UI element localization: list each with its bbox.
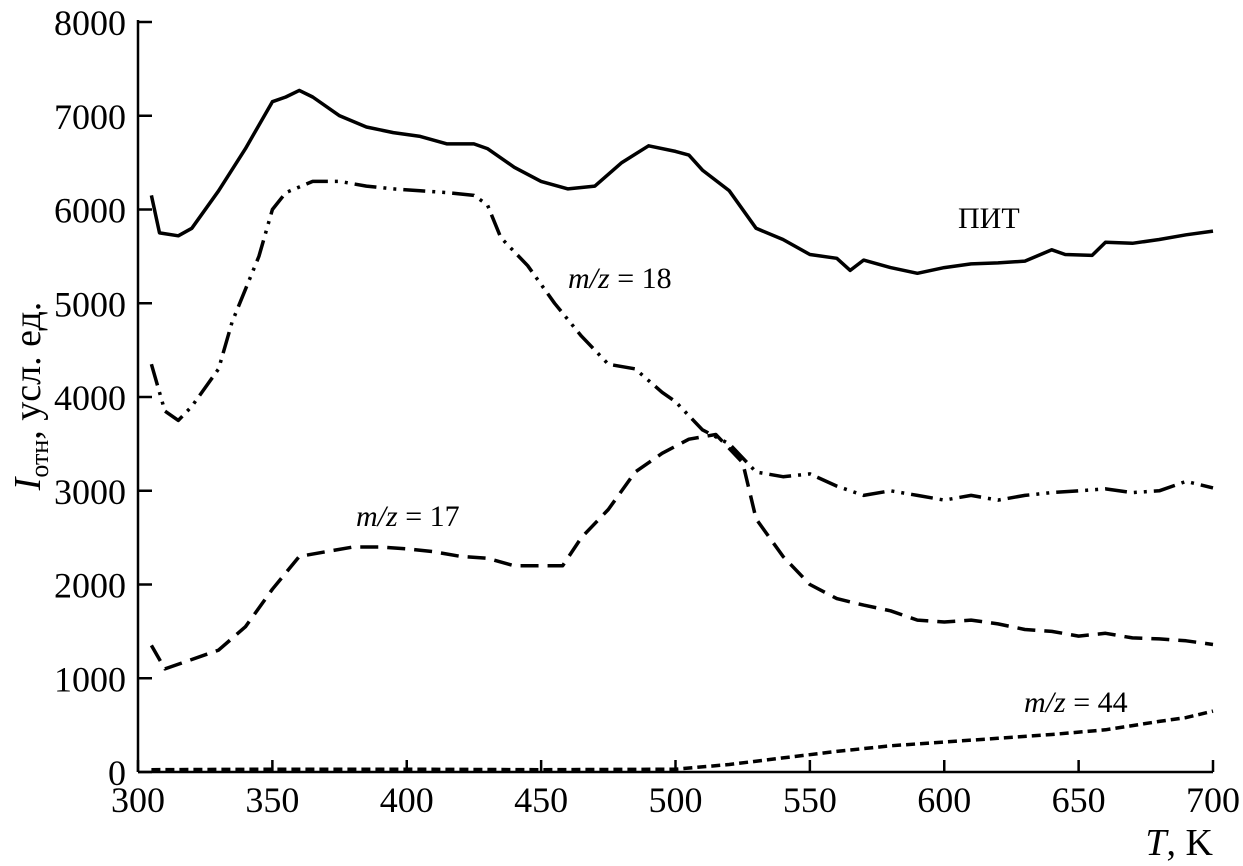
y-axis-symbol: I (7, 475, 49, 491)
x-axis-unit: , K (1167, 822, 1214, 864)
x-tick-label-550: 550 (783, 780, 837, 820)
x-tick-label-350: 350 (245, 780, 299, 820)
label-mz17-italic: m/z (356, 500, 398, 533)
y-tick-label-2000: 2000 (54, 566, 126, 606)
x-tick-label-700: 700 (1186, 780, 1240, 820)
series-line-mz17 (149, 432, 1214, 671)
y-tick-label-7000: 7000 (54, 97, 126, 137)
y-axis-unit: , усл. ед. (7, 302, 49, 440)
label-pit: ПИТ (958, 202, 1020, 235)
series-layer (149, 88, 1214, 772)
y-tick-label-0: 0 (108, 753, 126, 793)
y-axis-title: Iотн, усл. ед. (7, 302, 54, 492)
y-tick-label-1000: 1000 (54, 659, 126, 699)
label-mz18: m/z = 18 (568, 262, 672, 295)
ticks: 300 350 400 450 500 550 600 650 7000100020003000… (54, 3, 1240, 820)
y-tick-label-3000: 3000 (54, 472, 126, 512)
label-mz17: m/z = 17 (356, 500, 460, 533)
y-axis-subscript: отн (25, 440, 54, 478)
y-tick-label-5000: 5000 (54, 284, 126, 324)
x-tick-label-300: 300 (111, 780, 165, 820)
series-line-mz44 (151, 709, 1214, 772)
x-axis-symbol: T (1145, 822, 1169, 864)
x-tick-label-450: 450 (514, 780, 568, 820)
y-tick-label-4000: 4000 (54, 378, 126, 418)
label-mz17-rest: = 17 (398, 500, 460, 533)
series-line-mz18 (149, 179, 1214, 502)
label-mz44-rest: = 44 (1066, 686, 1128, 719)
x-tick-label-500: 500 (649, 780, 703, 820)
y-tick-label-8000: 8000 (54, 3, 126, 43)
y-tick-label-6000: 6000 (54, 191, 126, 231)
label-mz18-rest: = 18 (610, 262, 672, 295)
x-tick-label-600: 600 (917, 780, 971, 820)
label-mz18-italic: m/z (568, 262, 610, 295)
x-tick-label-650: 650 (1052, 780, 1106, 820)
axes (136, 20, 1213, 774)
label-mz44-italic: m/z (1024, 686, 1066, 719)
series-line-pit (149, 88, 1214, 276)
x-axis-title: T, K (1145, 822, 1213, 864)
label-mz44: m/z = 44 (1024, 686, 1128, 719)
x-tick-label-400: 400 (380, 780, 434, 820)
